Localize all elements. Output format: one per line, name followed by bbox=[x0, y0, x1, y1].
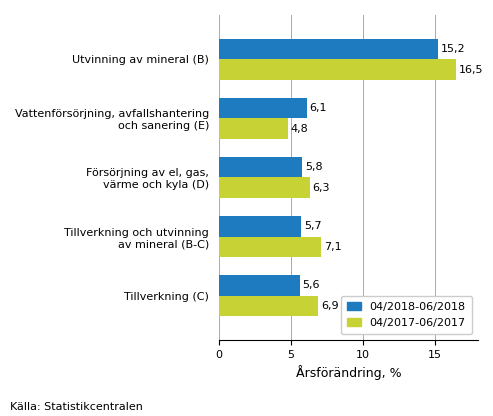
Bar bbox=[219, 275, 300, 296]
Bar bbox=[219, 119, 288, 139]
Text: 6,1: 6,1 bbox=[310, 103, 327, 113]
Text: 5,6: 5,6 bbox=[302, 280, 320, 290]
Bar bbox=[219, 157, 302, 178]
Text: 16,5: 16,5 bbox=[459, 64, 484, 74]
Bar bbox=[219, 39, 438, 59]
Text: 6,3: 6,3 bbox=[313, 183, 330, 193]
Legend: 04/2018-06/2018, 04/2017-06/2017: 04/2018-06/2018, 04/2017-06/2017 bbox=[341, 295, 472, 334]
X-axis label: Årsförändring, %: Årsförändring, % bbox=[296, 365, 401, 380]
Bar bbox=[219, 178, 310, 198]
Text: 6,9: 6,9 bbox=[321, 301, 339, 311]
Bar bbox=[219, 296, 318, 316]
Text: 5,8: 5,8 bbox=[305, 162, 323, 172]
Text: 15,2: 15,2 bbox=[441, 44, 465, 54]
Text: 7,1: 7,1 bbox=[324, 242, 342, 252]
Text: 5,7: 5,7 bbox=[304, 221, 321, 231]
Bar bbox=[219, 59, 457, 80]
Bar bbox=[219, 98, 307, 119]
Text: Källa: Statistikcentralen: Källa: Statistikcentralen bbox=[10, 402, 143, 412]
Bar bbox=[219, 237, 321, 257]
Text: 4,8: 4,8 bbox=[291, 124, 309, 134]
Bar bbox=[219, 216, 301, 237]
